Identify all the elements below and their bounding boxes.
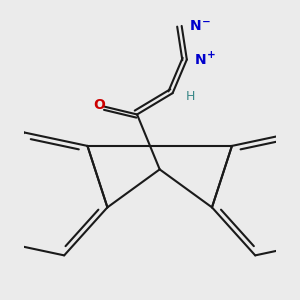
Text: +: + xyxy=(207,50,216,60)
Text: N: N xyxy=(190,19,202,33)
Text: H: H xyxy=(186,90,195,103)
Text: O: O xyxy=(94,98,106,112)
Text: −: − xyxy=(202,16,211,26)
Text: N: N xyxy=(195,52,207,67)
